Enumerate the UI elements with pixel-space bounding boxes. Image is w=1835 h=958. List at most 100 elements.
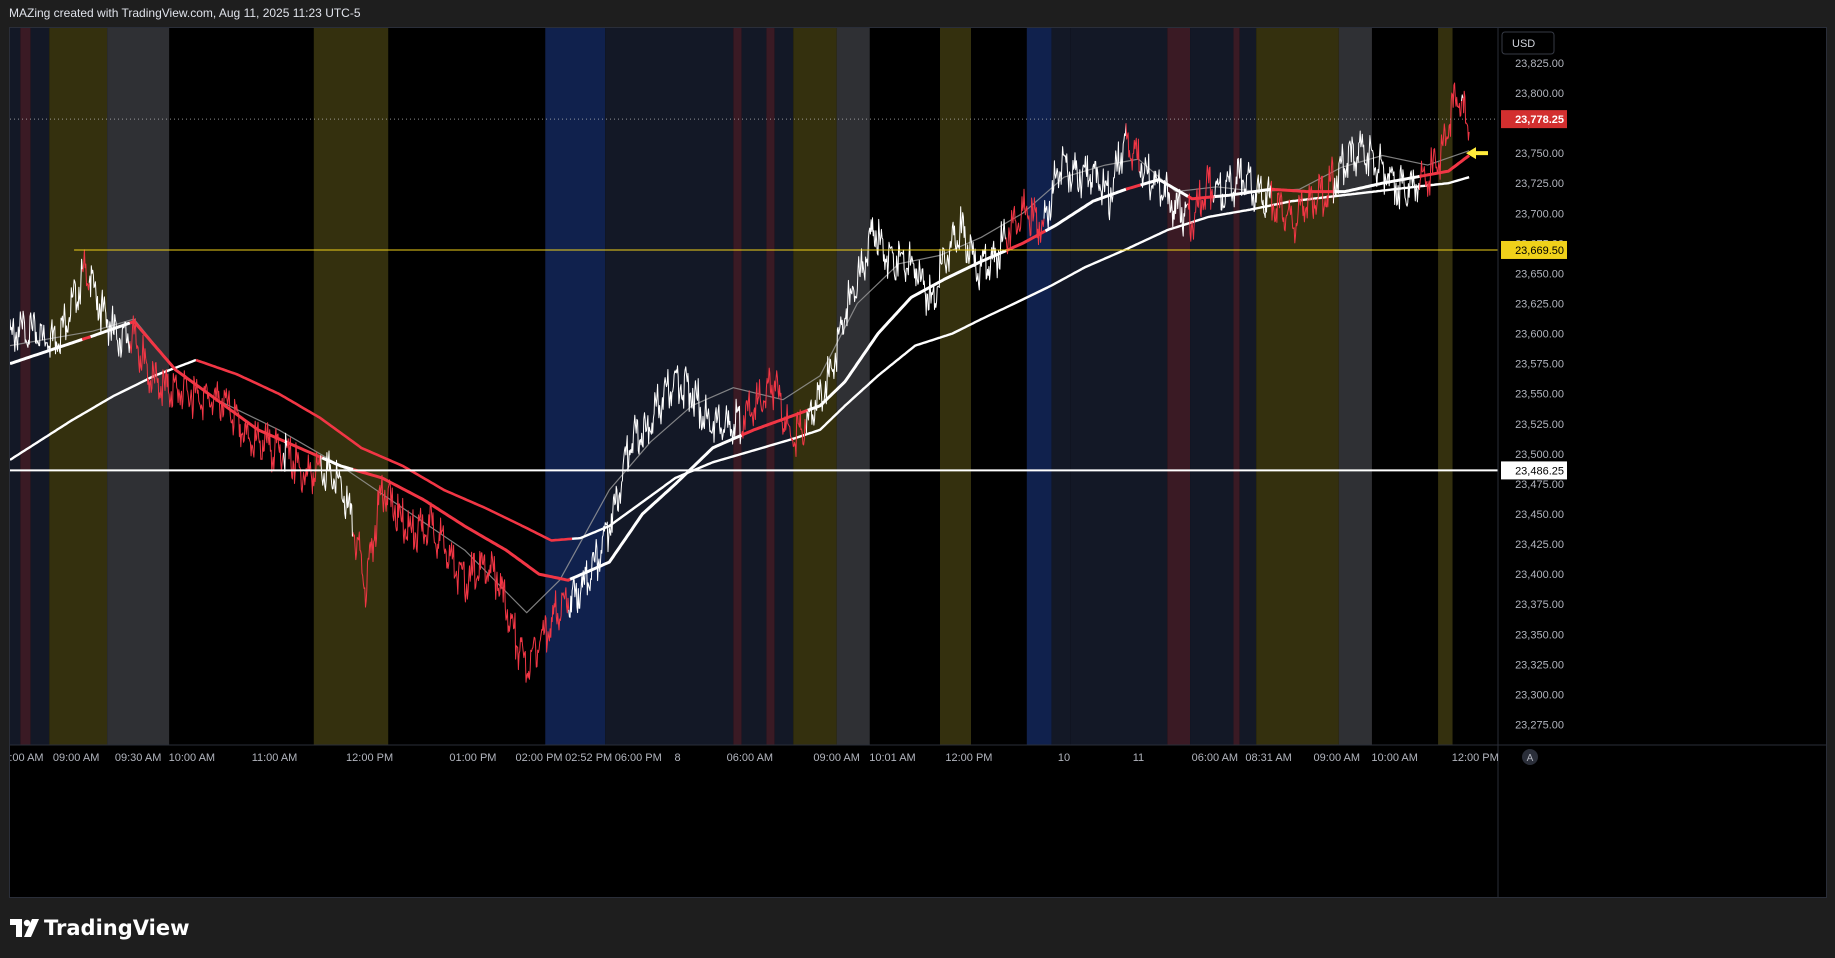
- y-tick-label: 23,550.00: [1515, 389, 1564, 401]
- x-tick-label: 06:00 AM: [1192, 752, 1238, 764]
- ema-fast-line: [1125, 183, 1141, 191]
- price-line: [1005, 188, 1045, 255]
- price-line: [805, 206, 1007, 434]
- y-tick-label: 23,525.00: [1515, 419, 1564, 431]
- auto-scale-label: A: [1527, 753, 1534, 764]
- x-tick-label: 10:00 AM: [1371, 752, 1417, 764]
- auto-scale-circle: [1522, 749, 1538, 765]
- session-band: [107, 28, 170, 745]
- price-line: [283, 432, 288, 472]
- y-tick-label: 23,300.00: [1515, 689, 1564, 701]
- y-tick-label: 23,725.00: [1515, 178, 1564, 190]
- price-line: [286, 437, 322, 495]
- y-tick-label: 23,275.00: [1515, 720, 1564, 732]
- ema-slow-line-bear: [195, 358, 573, 542]
- y-tick-label: 23,425.00: [1515, 539, 1564, 551]
- y-tick-label: 23,400.00: [1515, 569, 1564, 581]
- arrow-shape: [1466, 147, 1488, 160]
- x-tick-label: 12:00 PM: [346, 752, 393, 764]
- plot-area: [10, 28, 1498, 745]
- annotation-arrow-icon: [1466, 147, 1488, 160]
- session-band: [1070, 28, 1168, 745]
- price-line: [1270, 156, 1334, 244]
- y-tick-label: 23,600.00: [1515, 329, 1564, 341]
- ema-fast-line: [807, 249, 1007, 412]
- session-band: [630, 28, 734, 745]
- price-line: [568, 365, 742, 618]
- x-tick-label: 02:00 PM: [516, 752, 563, 764]
- currency-selector[interactable]: USD: [1501, 31, 1555, 55]
- session-band: [793, 28, 837, 745]
- price-line: [88, 265, 131, 358]
- price-line: [1138, 153, 1189, 237]
- session-band: [741, 28, 767, 745]
- session-band: [1239, 28, 1257, 745]
- x-tick-label: 09:00 AM: [53, 752, 99, 764]
- price-line: [741, 367, 807, 457]
- price-line: [1187, 165, 1214, 242]
- price-line: [1461, 94, 1464, 101]
- price-line: [1332, 130, 1420, 210]
- support-price-label: 23,486.25: [1515, 465, 1564, 477]
- x-tick-label: 11: [1133, 752, 1144, 764]
- x-tick-label: 09:30 AM: [115, 752, 161, 764]
- y-tick-label: 23,750.00: [1515, 148, 1564, 160]
- resistance-price-label: 23,669.50: [1515, 245, 1564, 257]
- price-line: [10, 258, 83, 358]
- ema-fast-line: [1419, 154, 1471, 178]
- session-band: [1256, 28, 1339, 745]
- price-line: [1419, 82, 1462, 197]
- session-band: [49, 28, 108, 745]
- x-tick-label: 09:00 AM: [1314, 752, 1360, 764]
- ema-fast-line: [1270, 187, 1335, 194]
- session-band: [1190, 28, 1234, 745]
- price-line: [352, 474, 570, 683]
- price-line: [1043, 123, 1127, 229]
- price-line: [1125, 123, 1140, 173]
- x-tick-label: 08:00 AM: [10, 752, 44, 764]
- x-tick-label: 10: [1058, 752, 1070, 764]
- session-band: [10, 28, 21, 745]
- y-tick-label: 23,575.00: [1515, 359, 1564, 371]
- session-band: [836, 28, 870, 745]
- session-band: [1026, 28, 1052, 745]
- ema-fast-line: [81, 335, 92, 341]
- chart-attribution: MAZing created with TradingView.com, Aug…: [9, 6, 361, 20]
- tradingview-logo-icon: [10, 919, 40, 937]
- y-tick-label: 23,825.00: [1515, 58, 1564, 70]
- ema-slow-line-bull: [571, 176, 1470, 540]
- session-band: [774, 28, 794, 745]
- price-line: [129, 315, 284, 473]
- session-band: [605, 28, 630, 745]
- y-tick-label: 23,450.00: [1515, 509, 1564, 521]
- y-tick-label: 23,700.00: [1515, 208, 1564, 220]
- y-tick-label: 23,475.00: [1515, 479, 1564, 491]
- x-tick-label: 11:00 AM: [252, 752, 298, 764]
- session-band: [545, 28, 606, 745]
- x-tick-label: 08:31 AM: [1245, 752, 1291, 764]
- last-price-label: 23,778.25: [1515, 114, 1564, 126]
- tradingview-brand-text: TradingView: [44, 916, 190, 940]
- last-price-box: [1501, 110, 1567, 129]
- x-tick-label: 06:00 AM: [727, 752, 773, 764]
- y-tick-label: 23,375.00: [1515, 599, 1564, 611]
- session-band: [20, 28, 31, 745]
- y-tick-label: 23,800.00: [1515, 88, 1564, 100]
- y-tick-label: 23,500.00: [1515, 449, 1564, 461]
- ema-slow-line-bull: [10, 358, 197, 461]
- price-chart[interactable]: USD 23,275.00 23,300.00 23,325.00 23,350.00 2…: [10, 28, 1826, 897]
- x-tick-label: 06:00 PM: [615, 752, 662, 764]
- price-line: [1213, 157, 1272, 218]
- auto-scale-button[interactable]: A: [1522, 749, 1538, 765]
- x-tick-label: 12:00 PM: [1452, 752, 1499, 764]
- y-tick-label: 23,325.00: [1515, 659, 1564, 671]
- x-tick-label: 09:00 AM: [813, 752, 859, 764]
- session-band: [940, 28, 971, 745]
- ema-fast-line: [10, 337, 83, 366]
- session-band: [313, 28, 389, 745]
- currency-label: USD: [1512, 38, 1535, 50]
- price-line: [1462, 90, 1470, 141]
- session-band: [30, 28, 50, 745]
- chart-area[interactable]: USD 23,275.00 23,300.00 23,325.00 23,350.00 2…: [9, 27, 1827, 898]
- tradingview-logo[interactable]: TradingView: [10, 916, 189, 940]
